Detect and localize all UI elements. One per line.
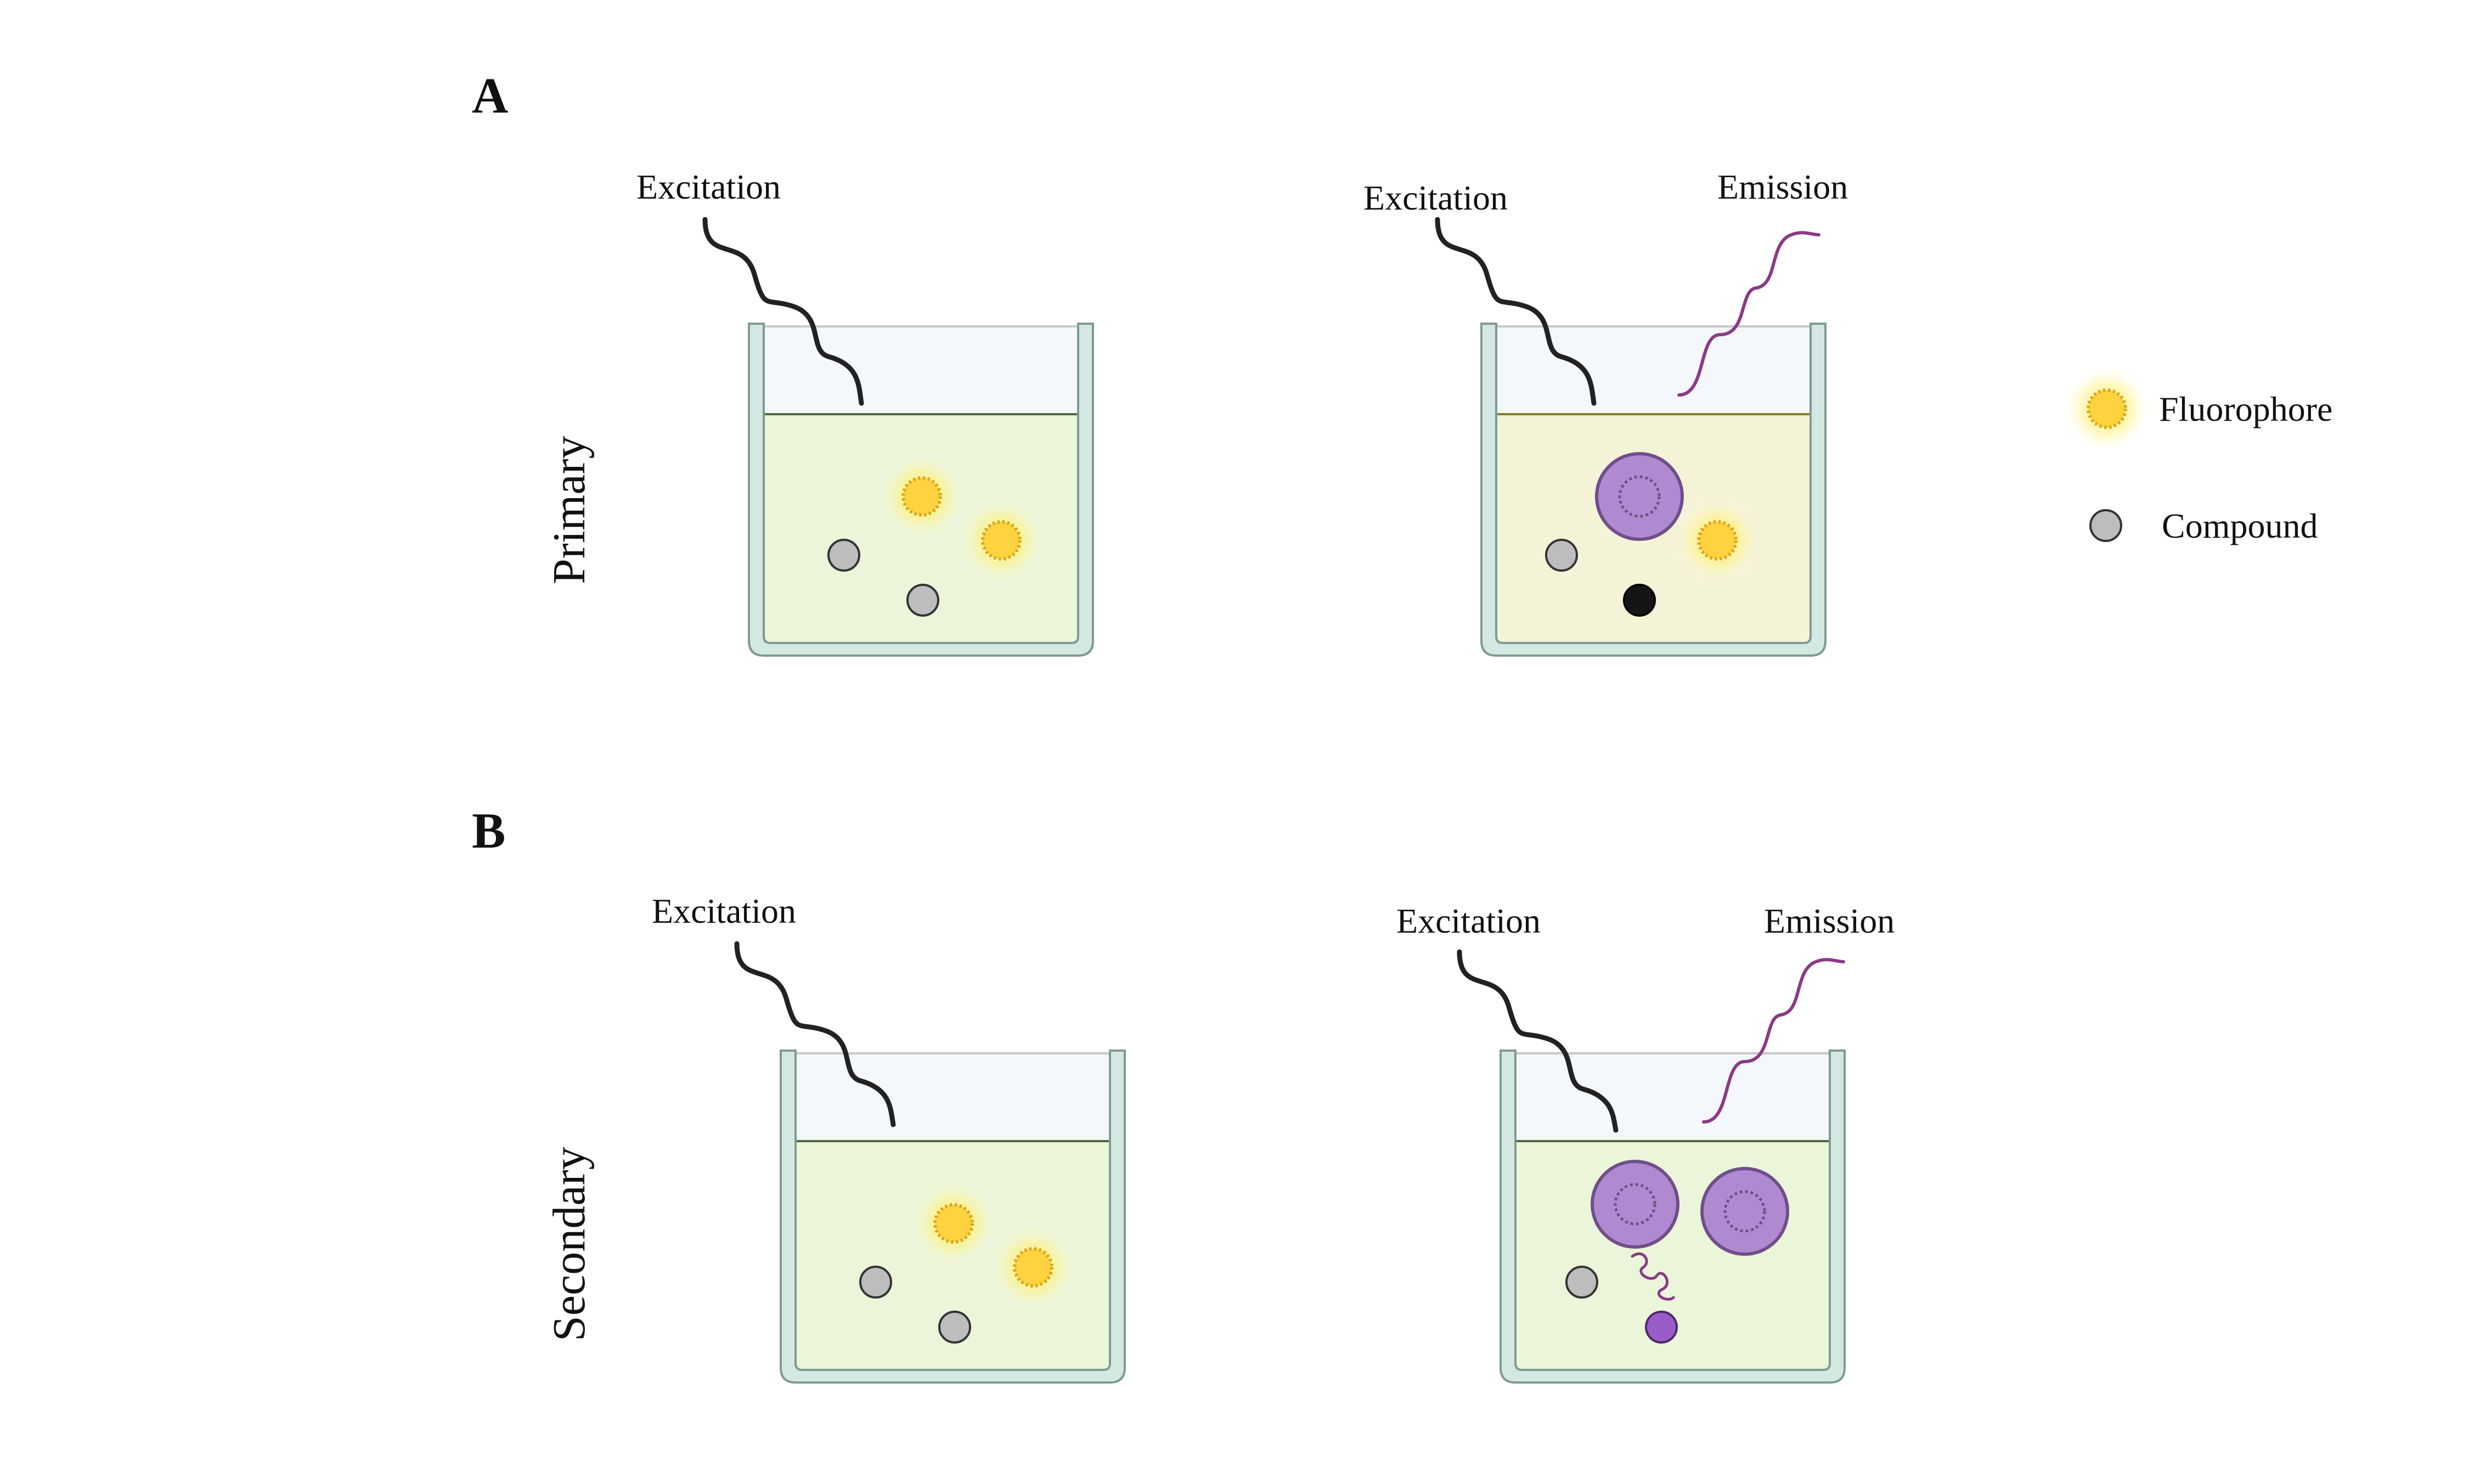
beaker-air bbox=[763, 325, 1079, 415]
compound-symbol bbox=[827, 539, 860, 572]
cell-symbol bbox=[1702, 1169, 1788, 1254]
legend-fluorophore-label: Fluorophore bbox=[2159, 390, 2332, 428]
emission-label: Emission bbox=[1764, 901, 1895, 940]
compound-symbol bbox=[1565, 1266, 1598, 1299]
compound-symbol bbox=[859, 1266, 892, 1299]
excitation-label: Excitation bbox=[1396, 901, 1541, 940]
excitation-wave bbox=[702, 217, 864, 406]
beaker-air bbox=[1495, 325, 1812, 415]
transfer-wave bbox=[1631, 1252, 1675, 1301]
cell-symbol bbox=[1592, 1161, 1678, 1247]
legend: Fluorophore Compound bbox=[2064, 366, 2332, 545]
row-label-primary: Primary bbox=[544, 436, 595, 584]
compound-symbol bbox=[906, 584, 939, 617]
fluorophore-symbol bbox=[990, 1225, 1076, 1310]
excitation-wave bbox=[1435, 217, 1597, 406]
panel-letter-b: B bbox=[472, 803, 505, 859]
excitation-wave bbox=[1457, 949, 1619, 1133]
fluorophore-symbol bbox=[879, 454, 965, 539]
fluorophore-symbol bbox=[911, 1181, 996, 1266]
quencher-symbol bbox=[1623, 584, 1656, 617]
excitation-label: Excitation bbox=[652, 891, 796, 930]
cell-symbol bbox=[1597, 454, 1682, 539]
legend-fluorophore-icon bbox=[2064, 366, 2150, 452]
excitation-wave bbox=[734, 941, 896, 1127]
panel-letter-a: A bbox=[472, 67, 508, 123]
legend-compound-label: Compound bbox=[2162, 506, 2318, 545]
fluorophore-symbol bbox=[959, 498, 1044, 583]
emission-label: Emission bbox=[1717, 167, 1848, 206]
beaker-primary-control: Excitation bbox=[636, 167, 1094, 657]
fluorophore-symbol bbox=[1675, 498, 1760, 583]
emission-wave bbox=[1702, 958, 1845, 1124]
compound-symbol bbox=[1545, 539, 1578, 572]
emission-wave bbox=[1677, 231, 1820, 397]
legend-compound-icon bbox=[2089, 509, 2122, 542]
excitation-label: Excitation bbox=[1363, 178, 1508, 217]
compound-symbol bbox=[938, 1311, 971, 1344]
excitation-label: Excitation bbox=[636, 167, 781, 206]
beaker-air bbox=[1514, 1052, 1831, 1142]
row-label-secondary: Secondary bbox=[544, 1147, 595, 1341]
beaker-air bbox=[794, 1052, 1111, 1142]
product-symbol bbox=[1645, 1311, 1678, 1344]
